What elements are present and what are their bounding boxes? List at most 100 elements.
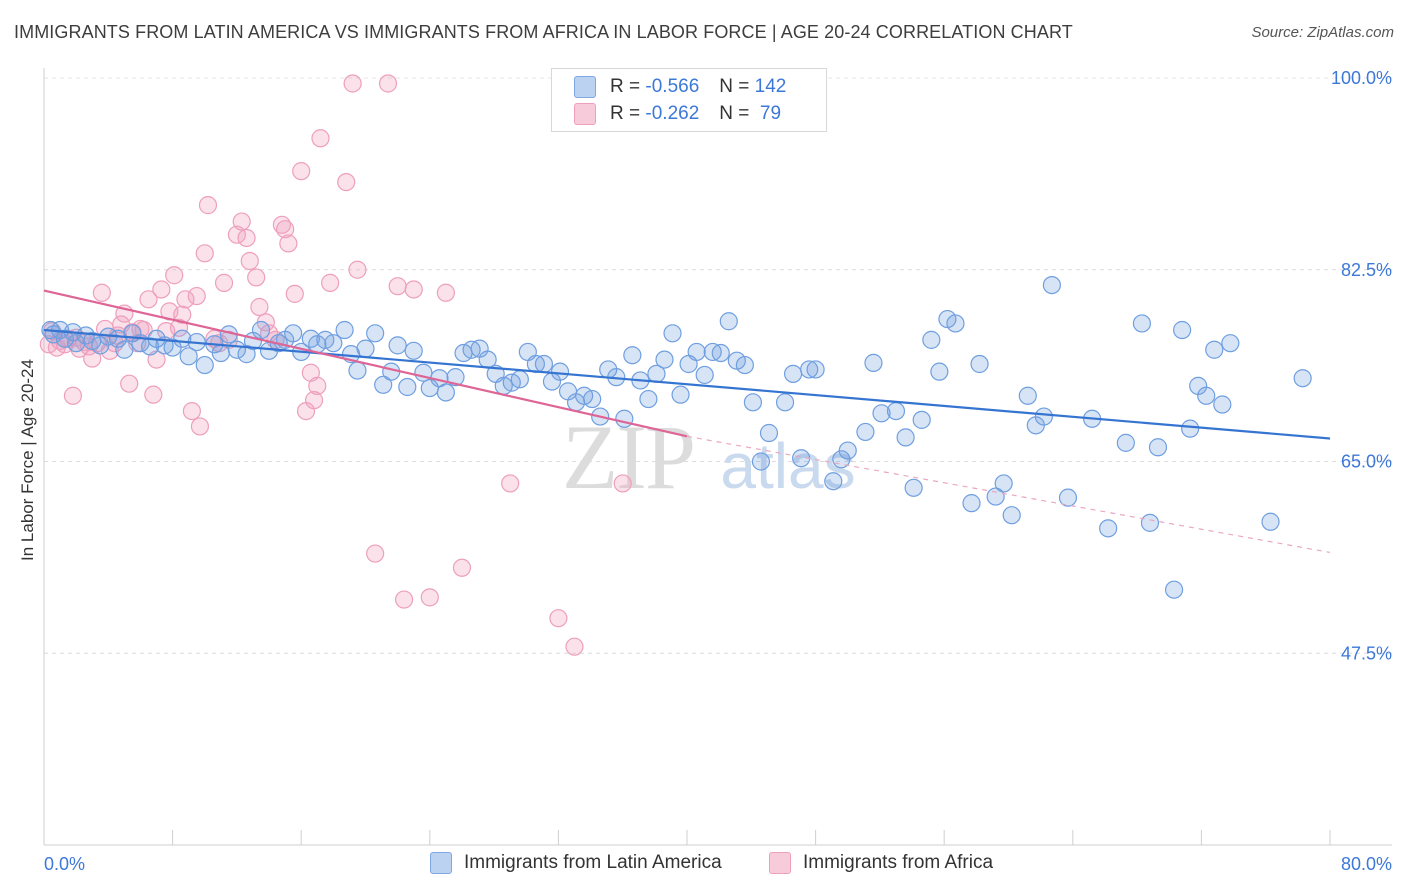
africa-point [404,280,423,299]
africa-point [436,283,455,302]
legend-item-africa[interactable]: Immigrants from Africa [769,852,993,874]
latin-point [1034,407,1053,426]
latin-point [1002,506,1021,525]
africa-point [190,417,210,436]
africa-point [237,228,256,248]
latin-point [986,487,1005,506]
africa-point [285,284,304,303]
africa-point [292,162,311,181]
latin-point [436,383,455,402]
latin-point [994,474,1013,493]
africa-point [232,212,251,231]
latin-point [335,320,354,340]
africa-point [173,305,192,324]
y-tick-label: 47.5% [1341,643,1392,663]
legend-label-africa: Immigrants from Africa [803,852,994,873]
africa-point [565,637,584,656]
africa-point [388,277,407,296]
latin-point [1148,438,1168,457]
latin-point [1099,519,1118,538]
legend-row-latin: R = -0.566 N = 142 [574,75,786,99]
latin-point [446,368,465,387]
africa-point [144,385,163,404]
latin-point [284,324,303,343]
latin-point [356,339,375,358]
latin-point [348,361,367,380]
latin-swatch [574,76,596,98]
africa-point [250,297,269,317]
latin-point [1197,386,1216,405]
x-tick-label: 80.0% [1341,854,1392,874]
latin-point [1018,386,1037,405]
latin-point [366,324,385,343]
africa-point [366,544,385,563]
latin-point [615,409,634,428]
latin-point [404,341,423,360]
stats-legend: R = -0.566 N = 142 R = -0.262 N = 79 [551,68,827,132]
watermark: ZIP atlas [562,406,856,508]
chart-title: IMMIGRANTS FROM LATIN AMERICA VS IMMIGRA… [14,22,1073,42]
latin-point [67,334,86,353]
africa-point [187,286,206,306]
africa-point [152,280,171,299]
africa-swatch [769,852,791,874]
africa-point [343,74,362,93]
latin-point [639,389,658,409]
source-credit: Source: ZipAtlas.com [1251,24,1394,41]
latin-point [751,452,771,471]
n-label: N = [719,103,750,124]
y-tick-label: 65.0% [1341,452,1392,472]
africa-point [304,391,324,410]
latin-point [864,353,883,372]
latin-point [388,336,407,355]
africa-point [311,129,330,148]
africa-regression-line [43,289,688,438]
latin-point [179,347,198,366]
gridlines [44,77,1392,654]
africa-point [452,558,472,577]
latin-point [550,362,570,381]
axes [43,68,1392,846]
latin-point [687,342,706,362]
latin-point [1181,419,1200,438]
africa-point [176,290,195,309]
africa-point [240,251,259,271]
n-value-latin: 142 [754,76,787,97]
latin-point [623,346,642,365]
africa-point [420,588,439,607]
africa-point [501,474,520,493]
latin-point [806,360,825,379]
r-value-latin: -0.566 [645,76,700,97]
africa-point [348,260,367,279]
latin-point [759,423,779,443]
r-label: R = [610,76,641,97]
latin-point [1042,275,1062,295]
latin-point [930,362,949,381]
latin-point [211,343,230,363]
latin-point [1221,334,1240,353]
latin-point [1205,340,1224,359]
africa-regression-extension [686,435,1331,554]
africa-point [182,401,201,421]
n-value-africa: 79 [754,103,782,124]
latin-point [922,330,941,349]
africa-point [247,268,266,287]
latin-point [743,393,763,412]
legend-item-latin[interactable]: Immigrants from Latin America [430,852,722,874]
y-tick-label: 82.5% [1341,260,1392,280]
latin-point [719,312,738,331]
latin-point [824,472,843,491]
legend-label-latin: Immigrants from Latin America [464,852,722,873]
tick-labels: 47.5% 65.0% 82.5% 100.0% 0.0% 80.0% [44,68,1392,874]
r-value-africa: -0.262 [645,103,700,124]
africa-point [63,386,83,405]
latin-point [1173,320,1192,340]
africa-point [165,266,184,285]
latin-point [1293,369,1312,388]
latin-point [1058,488,1078,507]
latin-point [324,334,343,353]
africa-point [337,172,356,192]
latin-point [1116,433,1135,452]
latin-point [962,494,981,513]
